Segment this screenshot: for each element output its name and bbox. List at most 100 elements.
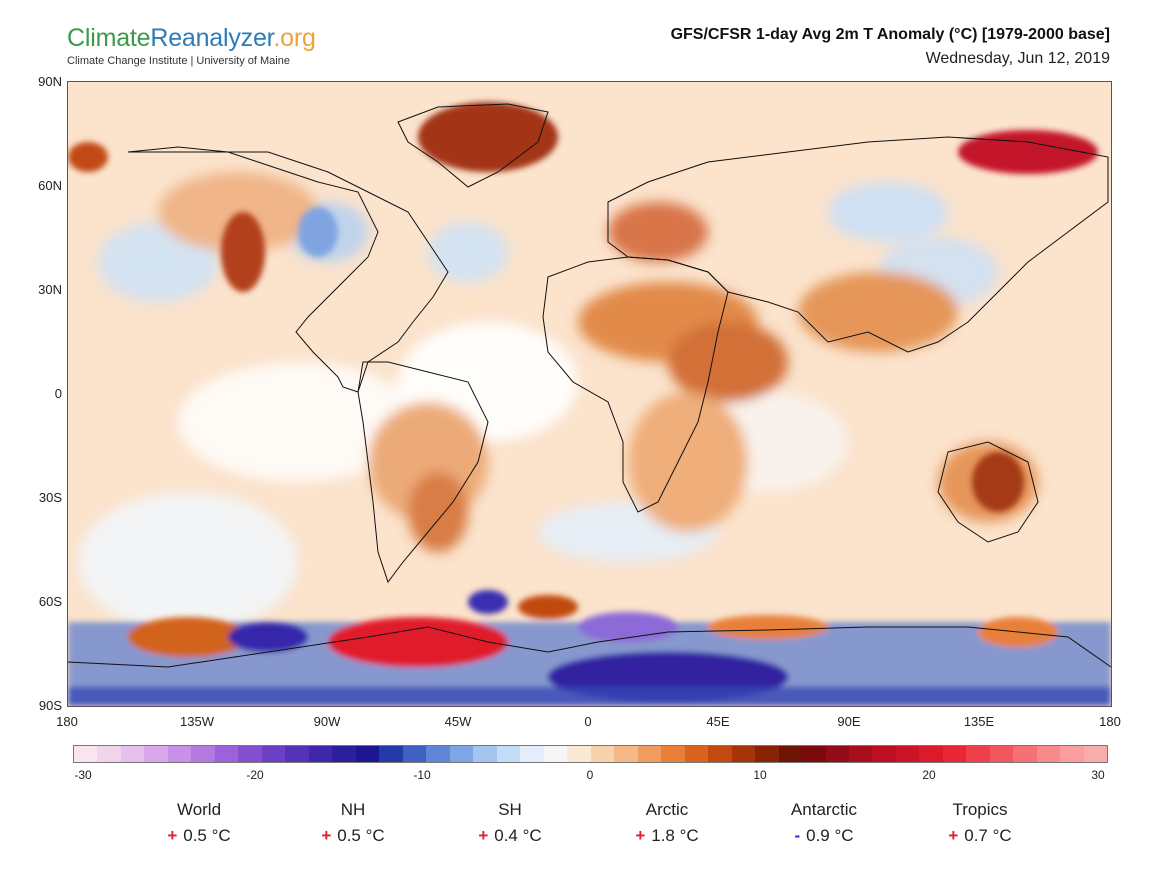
lat-label-90n: 90N (38, 74, 62, 89)
colorbar-segment (919, 746, 943, 762)
colorbar-label-neg20: -20 (246, 768, 264, 782)
colorbar-label-20: 20 (922, 768, 936, 782)
brand-name-part1: Climate (67, 24, 151, 52)
stat-name: Tropics (952, 800, 1008, 819)
lon-label-180w: 180 (56, 714, 78, 729)
lon-label-135w: 135W (180, 714, 214, 729)
colorbar-segment (755, 746, 779, 762)
plus-sign-icon: + (948, 826, 959, 845)
colorbar-segment (496, 746, 521, 762)
plus-sign-icon: + (321, 826, 332, 845)
stat-antarctic: Antarctic -0.9 °C (754, 800, 894, 846)
colorbar-segment (285, 746, 309, 762)
lon-label-45e: 45E (706, 714, 730, 729)
colorbar-segment (802, 746, 826, 762)
colorbar-segment (848, 746, 873, 762)
stat-name: SH (498, 800, 522, 819)
stat-name: World (176, 800, 222, 819)
color-scale-bar (73, 745, 1108, 763)
colorbar-segment (614, 746, 638, 762)
colorbar-segment (731, 746, 756, 762)
colorbar-segment (167, 746, 192, 762)
stat-tropics: Tropics +0.7 °C (910, 800, 1050, 846)
colorbar-segment (661, 746, 685, 762)
colorbar-label-neg10: -10 (413, 768, 431, 782)
lat-label-60n: 60N (38, 178, 62, 193)
colorbar-segment (1013, 746, 1037, 762)
lat-label-60s: 60S (38, 594, 62, 609)
coastlines (68, 103, 1111, 668)
colorbar-segment (989, 746, 1014, 762)
stat-name: Antarctic (790, 800, 858, 819)
stat-value: 0.9 °C (806, 826, 854, 845)
colorbar-segment (308, 746, 333, 762)
colorbar-segment (966, 746, 990, 762)
lat-label-30n: 30N (38, 282, 62, 297)
plus-sign-icon: + (167, 826, 178, 845)
colorbar-segment (942, 746, 967, 762)
map-header: GFS/CFSR 1-day Avg 2m T Anomaly (°C) [19… (671, 26, 1110, 68)
stat-nh: NH +0.5 °C (283, 800, 423, 846)
colorbar-segment (637, 746, 662, 762)
colorbar-segment (449, 746, 474, 762)
colorbar-segment (872, 746, 896, 762)
stat-value: 1.8 °C (651, 826, 699, 845)
colorbar-segment (543, 746, 568, 762)
colorbar-segment (97, 746, 121, 762)
stat-name: Arctic (645, 800, 689, 819)
brand-logo: ClimateReanalyzer.org Climate Change Ins… (67, 24, 316, 67)
lon-label-90e: 90E (837, 714, 861, 729)
map-title: GFS/CFSR 1-day Avg 2m T Anomaly (°C) [19… (670, 26, 1110, 43)
stat-name: NH (340, 800, 366, 819)
colorbar-segment (1036, 746, 1061, 762)
colorbar-label-neg30: -30 (74, 768, 92, 782)
colorbar-segment (1060, 746, 1084, 762)
brand-name-part2: Reanalyzer (150, 24, 274, 52)
brand-name-part3: .org (273, 24, 316, 52)
colorbar-segment (473, 746, 497, 762)
plus-sign-icon: + (478, 826, 489, 845)
plus-sign-icon: + (635, 826, 646, 845)
stat-arctic: Arctic +1.8 °C (597, 800, 737, 846)
lon-label-45w: 45W (444, 714, 472, 729)
lon-label-180e: 180 (1099, 714, 1121, 729)
lon-label-0: 0 (584, 714, 592, 729)
colorbar-label-10: 10 (753, 768, 767, 782)
colorbar-segment (355, 746, 380, 762)
colorbar-segment (191, 746, 215, 762)
colorbar-segment (778, 746, 803, 762)
stat-sh: SH +0.4 °C (440, 800, 580, 846)
minus-sign-icon: - (794, 826, 801, 845)
lon-label-90w: 90W (313, 714, 341, 729)
colorbar-segment (684, 746, 709, 762)
colorbar-segment (332, 746, 356, 762)
colorbar-segment (895, 746, 920, 762)
colorbar-segment (426, 746, 450, 762)
stat-value: 0.4 °C (494, 826, 542, 845)
brand-subtitle: Climate Change Institute | University of… (67, 55, 290, 67)
stat-value: 0.5 °C (183, 826, 231, 845)
anomaly-map-svg (68, 82, 1111, 706)
colorbar-segment (261, 746, 286, 762)
colorbar-segment (567, 746, 591, 762)
stat-value: 0.7 °C (964, 826, 1012, 845)
stat-value: 0.5 °C (337, 826, 385, 845)
lat-label-0: 0 (54, 386, 62, 401)
colorbar-label-30: 30 (1091, 768, 1105, 782)
brand-name: ClimateReanalyzer.org (67, 24, 316, 52)
anomaly-map (67, 81, 1112, 707)
colorbar-segment (708, 746, 732, 762)
colorbar-segment (379, 746, 403, 762)
colorbar-segment (590, 746, 615, 762)
map-date: Wednesday, Jun 12, 2019 (925, 50, 1110, 67)
colorbar-segment (74, 746, 98, 762)
stat-world: World +0.5 °C (129, 800, 269, 846)
colorbar-segment (825, 746, 849, 762)
lat-label-30s: 30S (38, 490, 62, 505)
colorbar-segment (1083, 746, 1108, 762)
colorbar-segment (520, 746, 544, 762)
colorbar-segment (144, 746, 168, 762)
colorbar-segment (120, 746, 145, 762)
colorbar-segment (238, 746, 262, 762)
colorbar-label-0: 0 (586, 768, 594, 782)
